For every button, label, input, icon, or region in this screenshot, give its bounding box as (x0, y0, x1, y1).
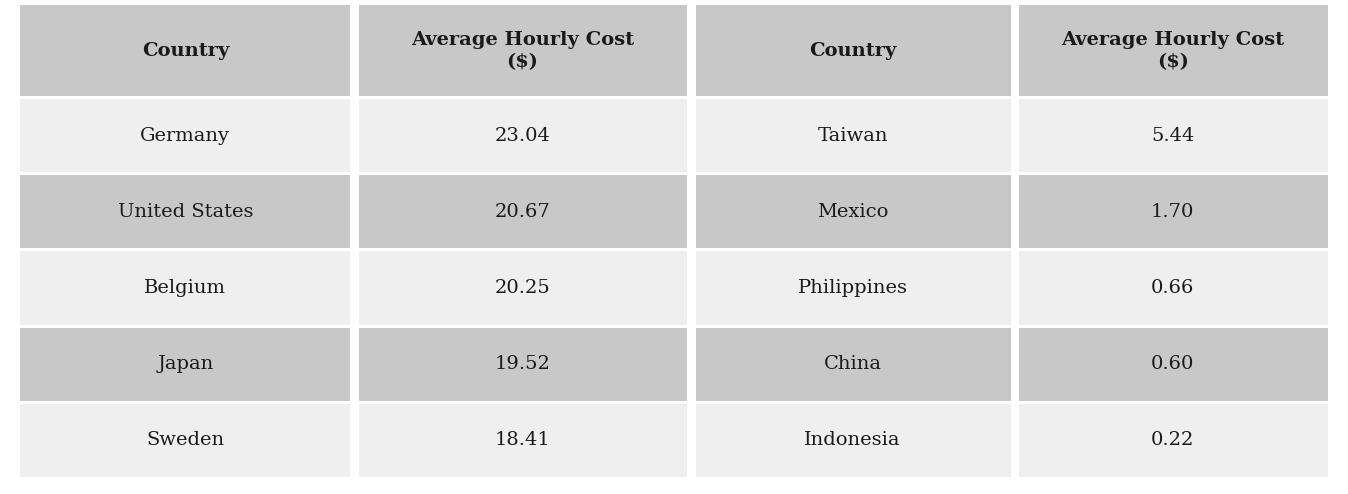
Text: Japan: Japan (158, 355, 213, 373)
Bar (1011, 328, 1019, 401)
Text: Country: Country (142, 41, 229, 60)
Bar (20, 96, 350, 99)
Bar (20, 401, 350, 404)
Bar (350, 401, 359, 404)
Bar (1018, 96, 1328, 99)
Text: 0.60: 0.60 (1151, 355, 1194, 373)
Text: Sweden: Sweden (147, 431, 224, 449)
Bar (1011, 325, 1019, 328)
Bar (357, 99, 687, 172)
Bar (357, 248, 687, 251)
Bar (1011, 175, 1019, 248)
Bar (20, 175, 350, 248)
Bar (1018, 251, 1328, 325)
Text: Mexico: Mexico (817, 203, 888, 221)
Text: Belgium: Belgium (144, 279, 226, 297)
Bar (357, 251, 687, 325)
Bar (20, 328, 350, 401)
Bar (20, 404, 350, 477)
Bar (1011, 172, 1019, 175)
Bar (350, 248, 359, 251)
Text: Average Hourly Cost
($): Average Hourly Cost ($) (411, 31, 634, 71)
Text: 1.70: 1.70 (1151, 203, 1194, 221)
Bar (1011, 404, 1019, 477)
Bar (350, 175, 359, 248)
Text: 18.41: 18.41 (495, 431, 550, 449)
Bar (20, 172, 350, 175)
Text: United States: United States (117, 203, 253, 221)
Text: Average Hourly Cost
($): Average Hourly Cost ($) (1061, 31, 1285, 71)
Bar (357, 328, 687, 401)
Bar (694, 96, 1011, 99)
Bar (687, 251, 696, 325)
Bar (1011, 99, 1019, 172)
Text: Country: Country (809, 41, 896, 60)
Bar (1011, 251, 1019, 325)
Bar (350, 325, 359, 328)
Bar (1018, 5, 1328, 96)
Bar (1018, 175, 1328, 248)
Bar (350, 404, 359, 477)
Text: China: China (824, 355, 882, 373)
Text: 0.66: 0.66 (1151, 279, 1194, 297)
Bar (357, 325, 687, 328)
Bar (694, 404, 1011, 477)
Bar (687, 172, 696, 175)
Bar (20, 5, 350, 96)
Bar (694, 172, 1011, 175)
Bar (20, 251, 350, 325)
Bar (687, 325, 696, 328)
Bar (694, 401, 1011, 404)
Bar (350, 99, 359, 172)
Bar (687, 248, 696, 251)
Bar (1011, 248, 1019, 251)
Bar (694, 175, 1011, 248)
Bar (357, 175, 687, 248)
Bar (350, 251, 359, 325)
Bar (694, 251, 1011, 325)
Text: 5.44: 5.44 (1151, 127, 1194, 145)
Bar (687, 5, 696, 96)
Bar (694, 99, 1011, 172)
Text: Germany: Germany (140, 127, 231, 145)
Bar (1018, 248, 1328, 251)
Bar (1011, 401, 1019, 404)
Bar (694, 248, 1011, 251)
Bar (357, 404, 687, 477)
Bar (1018, 401, 1328, 404)
Text: 23.04: 23.04 (495, 127, 550, 145)
Text: 20.25: 20.25 (495, 279, 550, 297)
Bar (357, 172, 687, 175)
Bar (1018, 99, 1328, 172)
Bar (20, 248, 350, 251)
Bar (1018, 172, 1328, 175)
Bar (694, 328, 1011, 401)
Bar (687, 99, 696, 172)
Bar (687, 175, 696, 248)
Bar (357, 5, 687, 96)
Bar (357, 401, 687, 404)
Bar (694, 325, 1011, 328)
Text: Taiwan: Taiwan (817, 127, 888, 145)
Bar (350, 5, 359, 96)
Bar (687, 401, 696, 404)
Bar (350, 328, 359, 401)
Bar (20, 325, 350, 328)
Text: 20.67: 20.67 (495, 203, 550, 221)
Bar (1018, 404, 1328, 477)
Bar (1011, 5, 1019, 96)
Bar (1018, 325, 1328, 328)
Text: 0.22: 0.22 (1151, 431, 1194, 449)
Text: 19.52: 19.52 (495, 355, 550, 373)
Text: Indonesia: Indonesia (805, 431, 900, 449)
Bar (20, 99, 350, 172)
Bar (1018, 328, 1328, 401)
Text: Philippines: Philippines (798, 279, 907, 297)
Bar (350, 172, 359, 175)
Bar (357, 96, 687, 99)
Bar (687, 328, 696, 401)
Bar (694, 5, 1011, 96)
Bar (687, 404, 696, 477)
